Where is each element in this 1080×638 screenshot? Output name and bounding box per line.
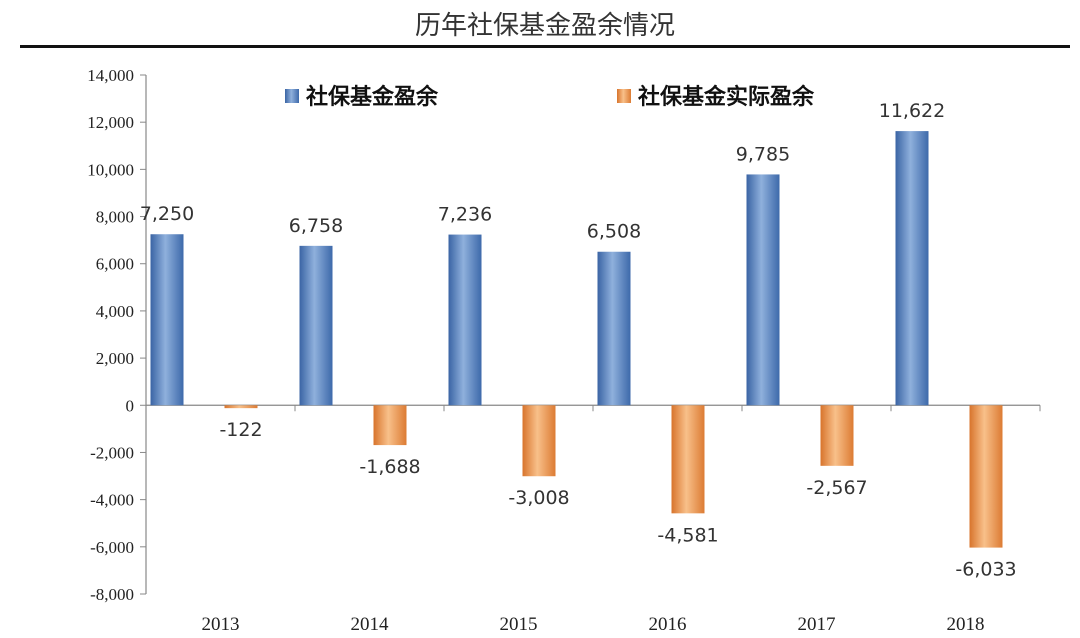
- x-tick-label: 2018: [947, 614, 985, 635]
- y-tick-label: 0: [126, 396, 135, 415]
- bars: [150, 131, 1003, 548]
- data-label-actual-surplus: -1,688: [359, 456, 420, 478]
- data-label-surplus: 7,250: [140, 203, 194, 225]
- bar-surplus: [150, 234, 184, 406]
- data-label-actual-surplus: -4,581: [657, 524, 718, 546]
- chart-title: 历年社保基金盈余情况: [415, 11, 675, 41]
- legend-label-surplus: 社保基金盈余: [306, 84, 439, 110]
- bar-surplus: [746, 174, 780, 406]
- y-tick-label: 2,000: [96, 349, 134, 368]
- x-tick-label: 2017: [798, 614, 836, 635]
- x-tick-label: 2016: [649, 614, 687, 635]
- bar-surplus: [597, 251, 631, 406]
- x-tick-label: 2013: [202, 614, 240, 635]
- y-tick-label: -6,000: [90, 538, 134, 557]
- legend-swatch-actual-surplus: [617, 89, 631, 103]
- y-tick-label: -2,000: [90, 443, 134, 462]
- data-label-actual-surplus: -2,567: [806, 477, 867, 499]
- legend-label-actual-surplus: 社保基金实际盈余: [638, 84, 815, 110]
- bar-surplus: [299, 245, 333, 406]
- data-label-surplus: 9,785: [736, 143, 790, 165]
- data-label-surplus: 7,236: [438, 204, 492, 226]
- x-tick-label: 2015: [500, 614, 538, 635]
- bar-actual-surplus: [820, 405, 854, 466]
- y-tick-label: 12,000: [87, 113, 134, 132]
- legend: 社保基金盈余 社保基金实际盈余: [285, 84, 815, 110]
- data-label-surplus: 11,622: [879, 100, 945, 122]
- title-underline: [20, 45, 1070, 48]
- x-tick-label: 2014: [351, 614, 390, 635]
- data-label-actual-surplus: -6,033: [955, 559, 1016, 581]
- axes: 14,000 12,000 10,000 8,000 6,000 4,000 2,000 0 -…: [87, 66, 1041, 635]
- bar-actual-surplus: [522, 405, 556, 477]
- y-tick-label: 4,000: [96, 302, 134, 321]
- bar-actual-surplus: [969, 405, 1003, 548]
- y-tick-label: 8,000: [96, 208, 134, 227]
- y-tick-label: 14,000: [87, 66, 134, 85]
- bar-surplus: [895, 131, 929, 406]
- data-label-surplus: 6,758: [289, 215, 343, 237]
- bar-actual-surplus: [373, 405, 407, 446]
- data-label-actual-surplus: -122: [219, 419, 262, 441]
- y-tick-label: 6,000: [96, 255, 134, 274]
- legend-swatch-surplus: [285, 89, 299, 103]
- y-tick-label: 10,000: [87, 160, 134, 179]
- bar-surplus: [448, 234, 482, 406]
- bar-actual-surplus: [224, 405, 258, 409]
- data-label-actual-surplus: -3,008: [508, 487, 569, 509]
- bar-actual-surplus: [671, 405, 705, 514]
- y-tick-label: -8,000: [90, 585, 134, 604]
- y-tick-label: -4,000: [90, 491, 134, 510]
- data-label-surplus: 6,508: [587, 221, 641, 243]
- data-labels: 7,250 6,758 7,236 6,508 9,785 11,622 -122 -1,68…: [140, 100, 1017, 580]
